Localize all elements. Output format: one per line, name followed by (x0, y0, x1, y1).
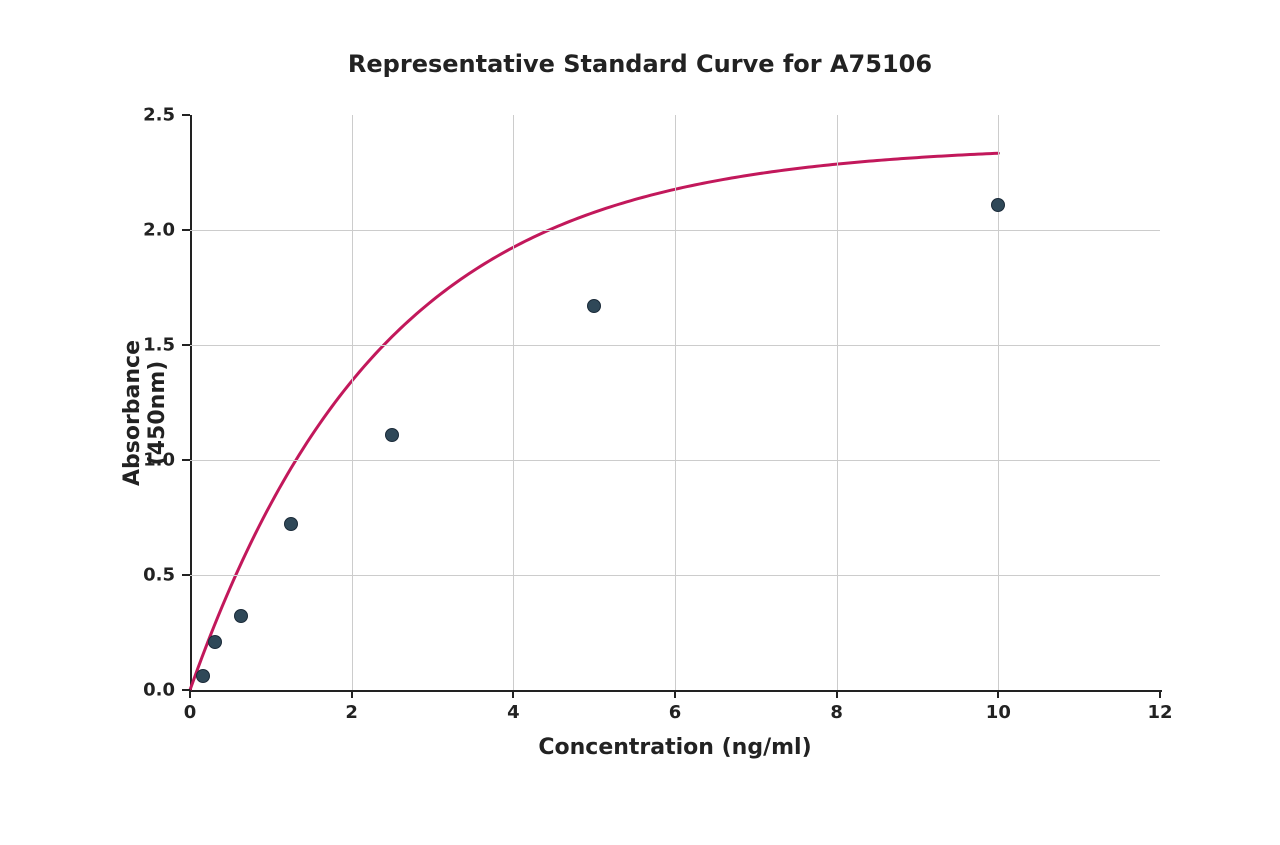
grid-line-v (837, 115, 838, 690)
y-tick (182, 689, 190, 691)
data-point (196, 669, 210, 683)
y-tick-label: 1.0 (135, 450, 175, 471)
data-point (284, 517, 298, 531)
grid-line-h (190, 230, 1160, 231)
fitted-curve (190, 153, 998, 690)
data-point (991, 198, 1005, 212)
y-tick-label: 0.0 (135, 680, 175, 701)
y-tick-label: 2.0 (135, 220, 175, 241)
y-tick-label: 0.5 (135, 565, 175, 586)
grid-line-h (190, 460, 1160, 461)
grid-line-v (675, 115, 676, 690)
x-tick (674, 690, 676, 698)
y-tick (182, 344, 190, 346)
y-tick (182, 229, 190, 231)
x-tick-label: 12 (1147, 702, 1172, 723)
data-point (385, 428, 399, 442)
x-tick (351, 690, 353, 698)
x-axis-label: Concentration (ng/ml) (190, 735, 1160, 760)
data-point (208, 635, 222, 649)
x-tick-label: 8 (830, 702, 843, 723)
y-tick-label: 1.5 (135, 335, 175, 356)
grid-line-h (190, 345, 1160, 346)
x-tick (189, 690, 191, 698)
x-tick (997, 690, 999, 698)
data-point (234, 609, 248, 623)
x-tick-label: 6 (669, 702, 682, 723)
x-tick-label: 2 (345, 702, 358, 723)
grid-line-v (513, 115, 514, 690)
data-point (587, 299, 601, 313)
x-tick (512, 690, 514, 698)
chart-container: Representative Standard Curve for A75106… (0, 0, 1280, 845)
y-tick (182, 114, 190, 116)
x-tick-label: 0 (184, 702, 197, 723)
x-tick (1159, 690, 1161, 698)
grid-line-v (352, 115, 353, 690)
x-tick (836, 690, 838, 698)
grid-line-h (190, 575, 1160, 576)
x-tick-label: 4 (507, 702, 520, 723)
y-tick (182, 459, 190, 461)
y-tick (182, 574, 190, 576)
x-tick-label: 10 (986, 702, 1011, 723)
y-tick-label: 2.5 (135, 105, 175, 126)
